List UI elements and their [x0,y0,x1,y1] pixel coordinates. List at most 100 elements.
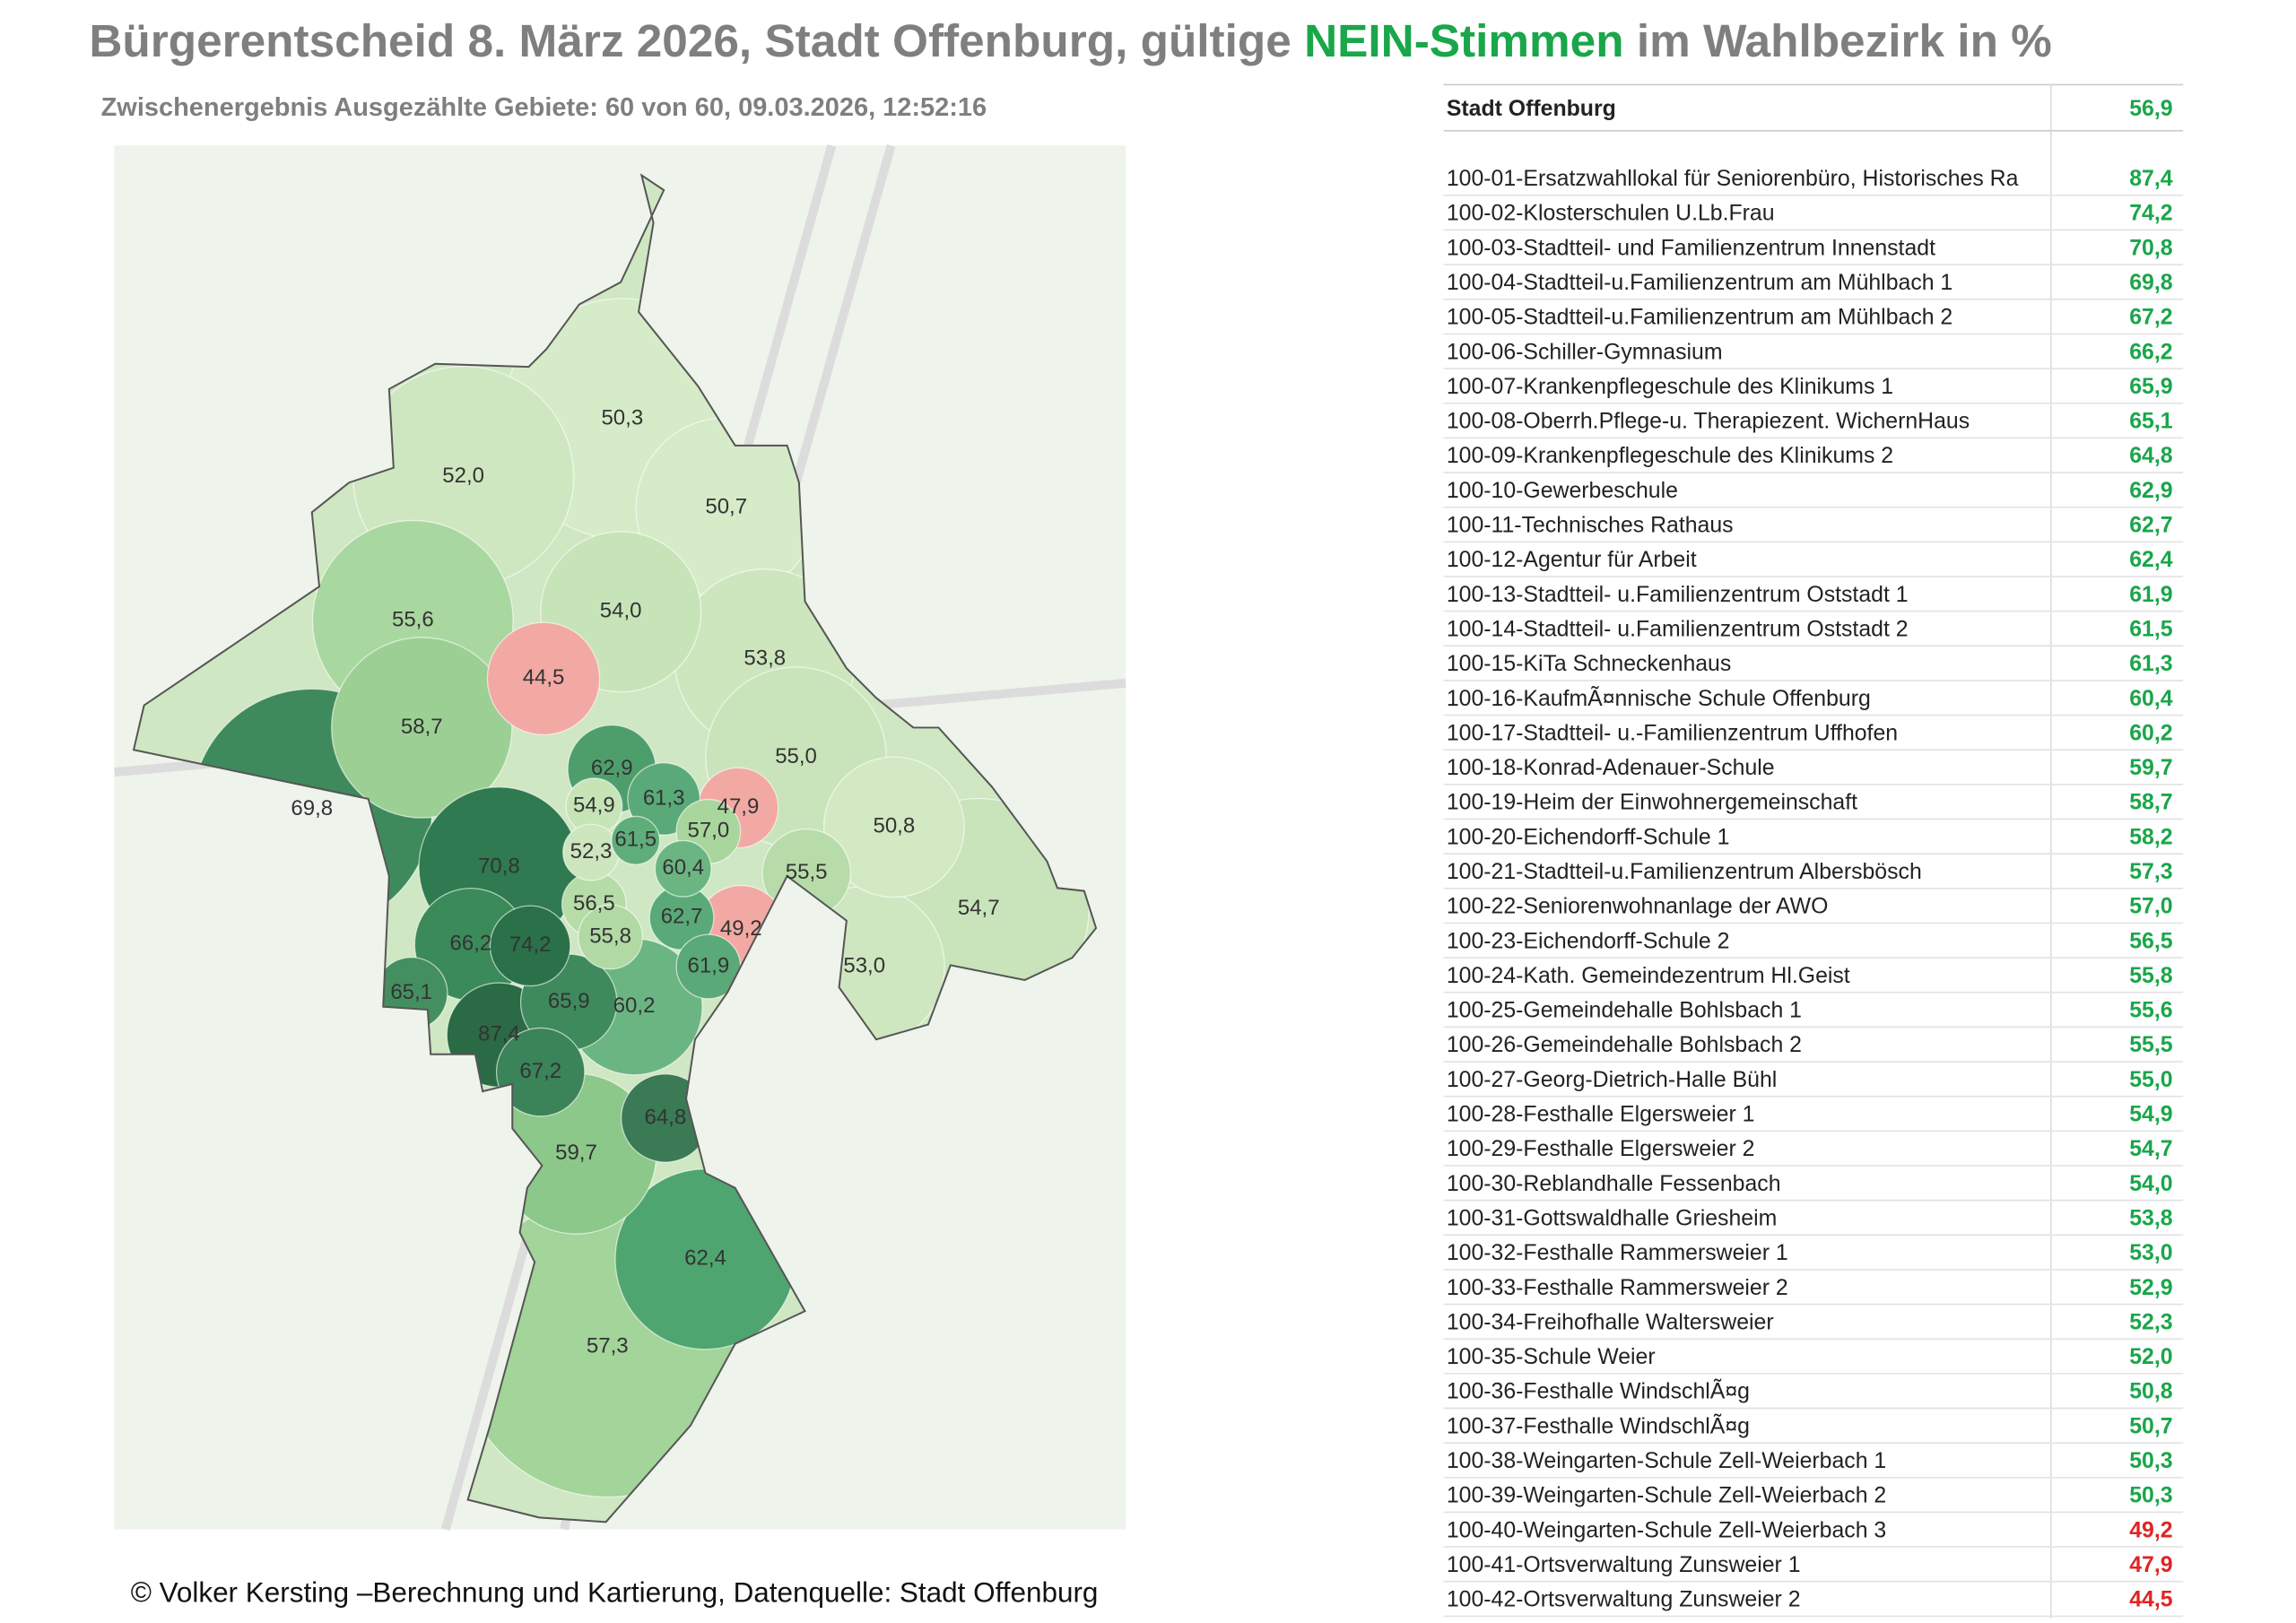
district-label: 53,0 [843,953,885,977]
row-name: 100-12-Agentur für Arbeit [1447,548,1697,572]
district-label: 57,3 [587,1333,629,1358]
row-name: 100-33-Festhalle Rammersweier 2 [1447,1276,1788,1300]
row-name: 100-11-Technisches Rathaus [1447,514,1734,538]
row-value: 55,8 [2129,964,2173,988]
row-value: 61,9 [2129,583,2172,607]
district-label: 60,2 [613,994,656,1018]
row-name: 100-24-Kath. Gemeindezentrum Hl.Geist [1447,964,1850,988]
row-name: 100-15-KiTa Schneckenhaus [1447,652,1731,676]
district-label: 67,2 [519,1059,561,1083]
row-name: 100-32-Festhalle Rammersweier 1 [1447,1241,1788,1265]
row-value: 50,3 [2129,1449,2172,1473]
row-value: 58,7 [2129,791,2172,815]
map-labels: 50,3 52,0 50,7 55,6 54,0 53,8 44,5 58,7 55,0 62,9… [291,405,999,1358]
row-value: 66,2 [2129,340,2172,364]
row-value: 55,6 [2129,999,2172,1023]
row-name: 100-30-Reblandhalle Fessenbach [1447,1172,1781,1196]
district [331,637,513,819]
footer: © Volker Kersting –Berechnung und Kartie… [131,1577,1099,1609]
row-value: 59,7 [2129,756,2172,780]
district-label: 69,8 [291,796,333,820]
row-name: 100-42-Ortsverwaltung Zunsweier 2 [1447,1588,1801,1612]
district-label: 55,5 [786,860,828,884]
row-value: 65,9 [2129,375,2172,399]
row-value: 52,9 [2129,1276,2172,1300]
row-name: 100-39-Weingarten-Schule Zell-Weierbach … [1447,1484,1886,1508]
district-label: 70,8 [478,854,520,878]
row-value: 67,2 [2129,306,2172,330]
district-label: 62,7 [661,905,703,929]
row-value: 50,8 [2129,1380,2173,1404]
row-value: 62,9 [2129,479,2172,503]
district-label: 54,9 [573,794,615,818]
district-label: 61,9 [687,953,729,977]
row-value: 64,8 [2129,444,2173,468]
row-value: 50,3 [2129,1484,2172,1508]
row-value: 70,8 [2129,236,2173,260]
row-value: 49,2 [2129,1518,2172,1542]
district-label: 54,7 [958,896,1000,920]
row-value: 58,2 [2129,825,2172,849]
district-label: 50,8 [873,814,915,838]
row-name: 100-22-Seniorenwohnanlage der AWO [1447,895,1829,919]
district-label: 60,4 [662,855,704,880]
row-name: 100-08-Oberrh.Pflege-u. Therapiezent. Wi… [1447,410,1970,434]
row-name: 100-36-Festhalle WindschlÃ¤g [1447,1380,1750,1404]
row-name: 100-02-Klosterschulen U.Lb.Frau [1447,202,1775,226]
row-value: 56,5 [2129,929,2173,953]
row-value: 50,7 [2129,1414,2172,1438]
row-value: 54,0 [2129,1172,2172,1196]
row-name: 100-37-Festhalle WindschlÃ¤g [1447,1414,1750,1438]
row-name: 100-28-Festhalle Elgersweier 1 [1447,1103,1755,1127]
district [654,839,712,898]
row-name: 100-18-Konrad-Adenauer-Schule [1447,756,1775,780]
district [822,756,965,898]
row-name: 100-34-Freihofhalle Waltersweier [1447,1310,1774,1334]
row-name: 100-06-Schiller-Gymnasium [1447,340,1723,364]
row-value: 52,3 [2129,1310,2172,1334]
row-name: 100-09-Krankenpflegeschule des Klinikums… [1447,444,1893,468]
title-part: im Wahlbezirk in % [1624,15,2052,66]
row-value: 69,8 [2129,271,2173,295]
district-label: 61,5 [614,828,657,852]
district-label: 65,9 [548,989,590,1013]
row-value: 55,5 [2129,1033,2173,1057]
district-label: 57,0 [687,819,729,843]
row-name: 100-27-Georg-Dietrich-Halle Bühl [1447,1068,1777,1092]
row-value: 57,3 [2129,860,2172,884]
results-table: Stadt Offenburg 56,9 100-01-Ersatzwahllo… [1443,83,2184,1619]
row-value: 61,3 [2129,652,2172,676]
row-value: 53,8 [2129,1206,2173,1230]
row-name: 100-19-Heim der Einwohnergemeinschaft [1447,791,1857,815]
row-name: 100-17-Stadtteil- u.-Familienzentrum Uff… [1447,721,1898,745]
row-name: 100-04-Stadtteil-u.Familienzentrum am Mü… [1447,271,1952,295]
row-value: 44,5 [2129,1588,2173,1612]
district-label: 50,3 [601,405,643,430]
total-value: 56,9 [2129,97,2172,121]
district-label: 74,2 [509,933,552,957]
subtitle: Zwischenergebnis Ausgezählte Gebiete: 60… [101,93,987,122]
row-name: 100-03-Stadtteil- und Familienzentrum In… [1447,236,1935,260]
row-value: 55,0 [2129,1068,2172,1092]
district-label: 55,8 [589,924,631,948]
district-label: 55,6 [392,608,434,632]
row-value: 62,4 [2129,548,2173,572]
row-name: 100-16-KaufmÃ¤nnische Schule Offenburg [1447,687,1871,711]
row-value: 57,0 [2129,895,2172,919]
district [578,904,643,970]
district-label: 52,3 [570,839,613,864]
district-label: 65,1 [390,980,432,1004]
row-name: 100-40-Weingarten-Schule Zell-Weierbach … [1447,1518,1886,1542]
row-name: 100-26-Gemeindehalle Bohlsbach 2 [1447,1033,1802,1057]
title-part: NEIN-Stimmen [1304,15,1624,66]
row-value: 52,0 [2129,1345,2172,1369]
district-label: 62,4 [684,1246,726,1271]
district-label: 62,9 [591,756,633,780]
row-name: 100-35-Schule Weier [1447,1345,1656,1369]
district [489,905,571,987]
district-label: 47,9 [718,794,760,819]
row-name: 100-41-Ortsverwaltung Zunsweier 1 [1447,1553,1801,1577]
district-label: 64,8 [644,1105,686,1129]
district [611,815,661,865]
